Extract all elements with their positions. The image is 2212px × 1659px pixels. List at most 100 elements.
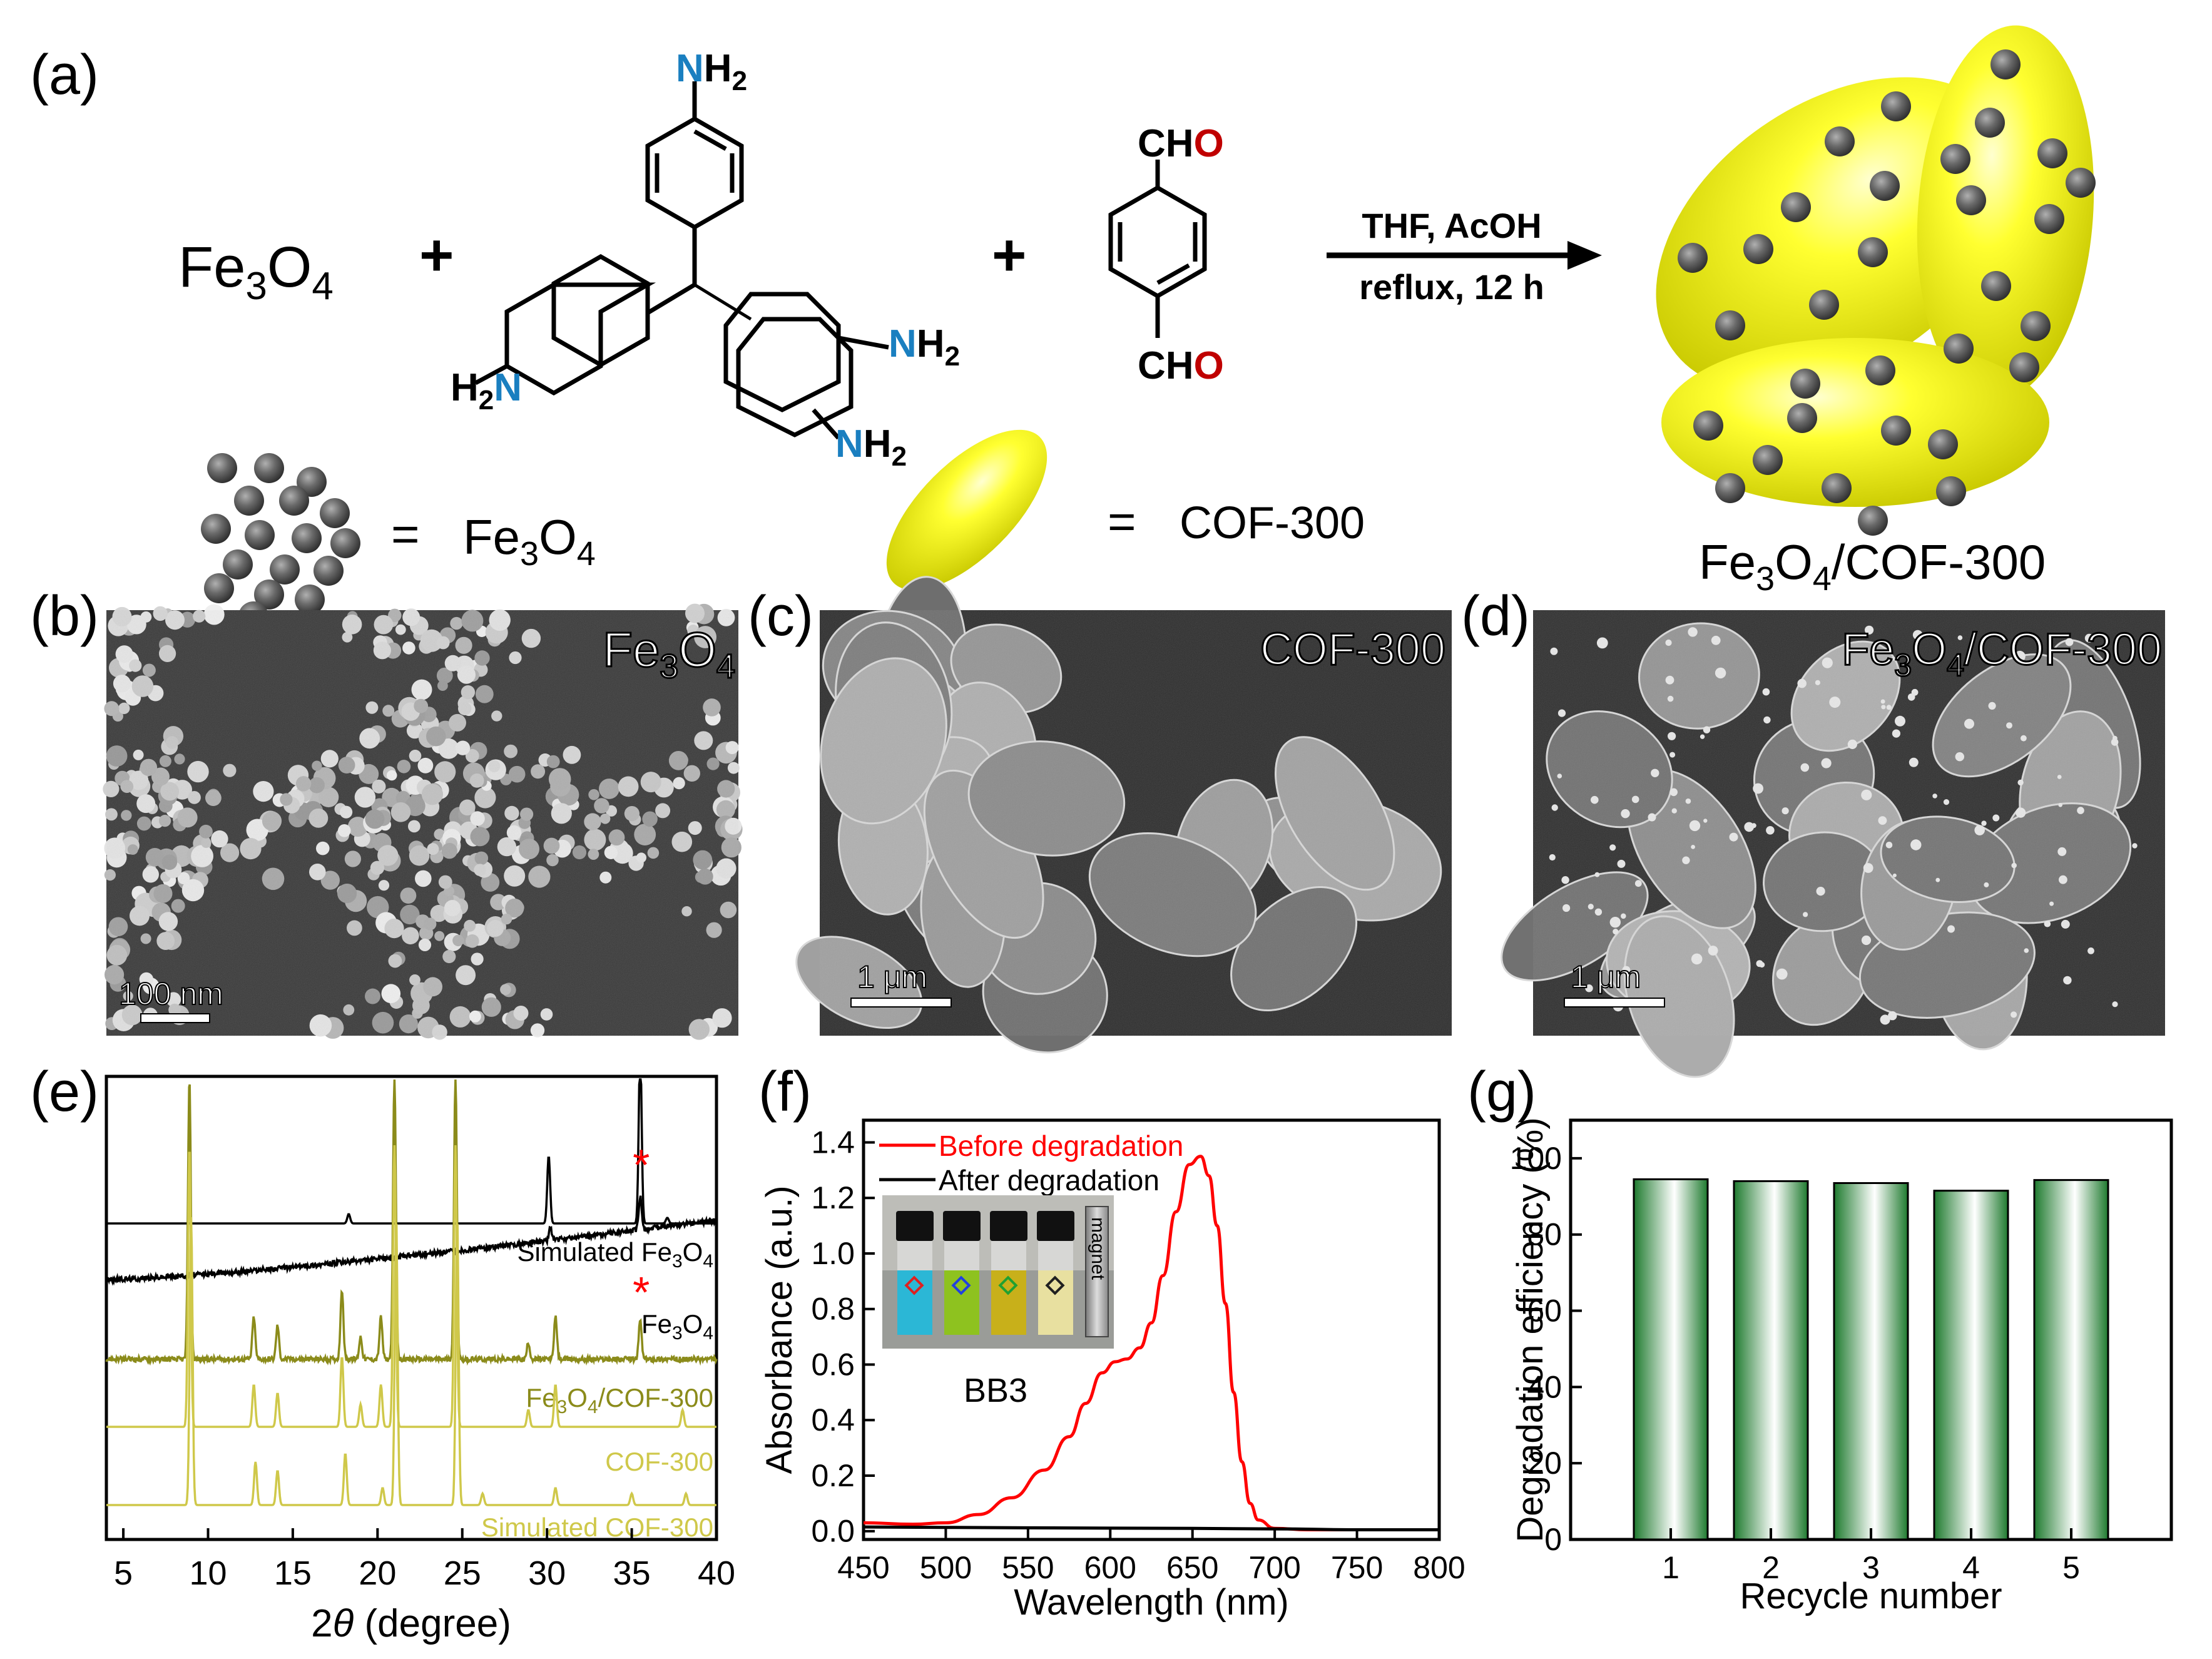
uvvis-y-tick-label: 1.4 <box>811 1125 855 1160</box>
uvvis-x-tick-label: 650 <box>1166 1550 1218 1585</box>
uvvis-series-line <box>863 1155 1439 1532</box>
legend-particle <box>313 556 344 586</box>
xrd-series-label: Simulated Fe3O4 <box>517 1237 714 1272</box>
recycle-y-tick-label: 60 <box>1527 1294 1562 1329</box>
uvvis-x-tick-label: 800 <box>1413 1550 1465 1585</box>
recycle-y-tick-label: 100 <box>1510 1141 1562 1176</box>
sem-c-scale-bar <box>850 998 952 1008</box>
panel-b-sem: (b) Fe3O4 100 nm <box>30 585 743 1040</box>
recycle-bar <box>1933 1190 2009 1541</box>
fe3o4-nanoparticle <box>1693 411 1723 441</box>
uvvis-y-axis-title: Absorbance (a.u.) <box>759 1185 800 1474</box>
fe3o4-nanoparticle <box>2034 204 2064 234</box>
fe3o4-nanoparticle <box>1715 310 1745 340</box>
inset-vial-photo: magnet <box>882 1195 1114 1349</box>
uvvis-x-tick-label: 600 <box>1084 1550 1136 1585</box>
uvvis-series-line <box>863 1525 1439 1532</box>
panel-label-d: (d) <box>1461 585 1530 648</box>
fe3o4-nanoparticle <box>1865 355 1895 385</box>
plus-sign-1: + <box>419 222 454 288</box>
legend-label-after: After degradation <box>939 1164 1160 1197</box>
xrd-x-tick-label: 25 <box>444 1554 481 1592</box>
vial-marker <box>998 1275 1018 1295</box>
uvvis-x-tick-label: 550 <box>1002 1550 1054 1585</box>
legend-particle <box>279 486 309 516</box>
uvvis-y-tick-label: 0.2 <box>811 1458 855 1493</box>
fe3o4-nanoparticle <box>1678 243 1708 273</box>
fe3o4-nanoparticle <box>1928 429 1958 459</box>
vial-marker <box>951 1275 971 1295</box>
sem-d-title: Fe3O4/COF-300 <box>1842 625 2162 683</box>
legend-fe3o4-label: Fe3O4 <box>463 509 596 573</box>
plus-sign-2: + <box>992 222 1026 288</box>
uvvis-x-axis-title: Wavelength (nm) <box>1014 1582 1288 1623</box>
recycle-y-tick-label: 80 <box>1527 1217 1562 1252</box>
fe3o4-nanoparticle <box>1940 144 1970 174</box>
recycle-y-axis-title: Degradation efficiency (%) <box>1510 1117 1551 1542</box>
sem-b-title: Fe3O4 <box>603 622 735 685</box>
uvvis-y-tick-label: 0.0 <box>811 1514 855 1549</box>
legend-particle <box>245 520 275 550</box>
sem-b-scale-label: 100 nm <box>119 976 223 1011</box>
fe3o4-nanoparticle <box>2009 352 2039 382</box>
uvvis-y-tick-label: 0.6 <box>811 1347 855 1382</box>
vial-liquid <box>944 1270 979 1335</box>
sem-d-scale-label: 1 μm <box>1571 959 1641 994</box>
recycle-x-tick-label: 4 <box>1962 1550 1980 1585</box>
legend-particle <box>292 523 322 553</box>
uvvis-x-tick-label: 700 <box>1248 1550 1300 1585</box>
fe3o4-nanoparticle <box>1790 369 1820 399</box>
recycle-x-tick-label: 1 <box>1662 1550 1679 1585</box>
xrd-series-label: Fe3O4/COF-300 <box>526 1383 713 1417</box>
legend-particle <box>330 528 360 558</box>
product-illustration <box>1656 25 2096 536</box>
fe3o4-nanoparticle <box>1990 49 2021 79</box>
terephthalaldehyde-structure <box>1108 160 1207 338</box>
xrd-x-axis-title: 2θ (degree) <box>311 1602 511 1645</box>
xrd-x-tick-label: 40 <box>698 1554 735 1592</box>
xrd-x-tick-label: 15 <box>274 1554 312 1592</box>
legend-particle <box>234 486 264 516</box>
fe3o4-nanoparticle <box>1981 271 2011 301</box>
legend-particle <box>270 554 300 584</box>
xrd-series-line <box>106 1217 716 1506</box>
aldehyde-cho-bottom: CHO <box>1138 344 1224 387</box>
recycle-bar <box>1733 1180 1809 1541</box>
fe3o4-nanoparticle <box>1825 126 1855 156</box>
conditions-bottom: reflux, 12 h <box>1359 267 1544 307</box>
xrd-series-label: COF-300 <box>605 1447 713 1476</box>
xrd-series-line <box>106 1145 716 1428</box>
fe3o4-nanoparticle <box>1975 108 2005 138</box>
uvvis-x-tick-label: 750 <box>1331 1550 1383 1585</box>
recycle-y-tick-label: 20 <box>1527 1446 1562 1481</box>
fe3o4-nanoparticle <box>1881 91 1911 121</box>
panel-d-sem: (d) Fe3O4/COF-300 1 μm <box>1461 585 2165 1078</box>
panel-label-c: (c) <box>748 585 813 648</box>
reaction-arrow <box>1327 241 1602 270</box>
legend-particle <box>207 453 237 483</box>
xrd-x-tick-label: 5 <box>114 1554 133 1592</box>
legend-particle <box>254 453 284 483</box>
panel-f-uvvis-chart: (f) 450 500 550 600 650 700 750 800 0.0 0.2 0.4 0.6… <box>758 1061 1465 1623</box>
product-particles <box>1678 49 2096 536</box>
fe3o4-nanoparticle <box>2066 168 2096 198</box>
panel-label-g: (g) <box>1467 1061 1536 1123</box>
legend-particle <box>201 514 231 544</box>
fe3o4-nanoparticle <box>1944 334 1974 364</box>
panel-label-e: (e) <box>30 1061 99 1123</box>
recycle-x-tick-label: 3 <box>1862 1550 1880 1585</box>
tetraamine-structure <box>474 81 889 440</box>
fe3o4-nanoparticle <box>1936 476 1966 506</box>
xrd-x-tick-label: 10 <box>189 1554 227 1592</box>
amine-nh2-bottom: NH2 <box>835 422 907 472</box>
panel-label-b: (b) <box>30 585 99 648</box>
legend-particle <box>204 573 234 603</box>
vial-cap <box>990 1211 1027 1241</box>
conditions-top: THF, AcOH <box>1362 206 1541 245</box>
magnet-bar <box>1085 1206 1109 1337</box>
fe3o4-nanoparticle <box>1956 185 1986 215</box>
magnet-label: magnet <box>1088 1217 1108 1280</box>
xrd-plot-frame <box>104 1075 718 1541</box>
aldehyde-cho-top: CHO <box>1138 122 1224 165</box>
